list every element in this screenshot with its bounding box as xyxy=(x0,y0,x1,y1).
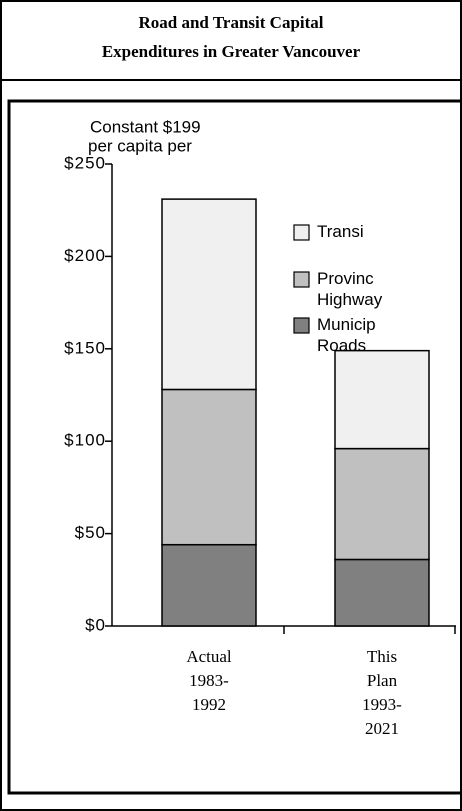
legend-label: Transi xyxy=(317,222,364,241)
legend-swatch xyxy=(293,224,310,241)
y-tick-label: $250 xyxy=(64,153,106,172)
y-tick-label: $50 xyxy=(75,523,106,542)
bar-segment xyxy=(334,558,430,627)
legend-label: Provinc Highway xyxy=(317,269,383,309)
axis-note: Constant $199 xyxy=(90,117,201,136)
chart-title: Expenditures in Greater Vancouver xyxy=(102,42,361,61)
y-tick-label: $0 xyxy=(85,615,106,634)
legend-swatch xyxy=(293,271,310,288)
y-tick-label: $200 xyxy=(64,246,106,265)
y-tick-label: $150 xyxy=(64,338,106,357)
x-tick-label: This Plan 1993-2021 xyxy=(362,647,402,738)
bar-segment xyxy=(334,349,430,450)
bar-segment xyxy=(334,447,430,561)
bar-segment xyxy=(161,543,257,627)
legend-swatch xyxy=(293,317,310,334)
chart-title: Road and Transit Capital xyxy=(139,13,324,32)
bar-segment xyxy=(161,198,257,391)
plot-frame xyxy=(7,99,462,795)
legend-label: Municip Roads xyxy=(317,315,376,355)
axis-note: per capita per xyxy=(88,136,192,155)
y-tick-label: $100 xyxy=(64,431,106,450)
x-tick-label: Actual 1983-1992 xyxy=(186,647,232,714)
bar-segment xyxy=(161,388,257,546)
